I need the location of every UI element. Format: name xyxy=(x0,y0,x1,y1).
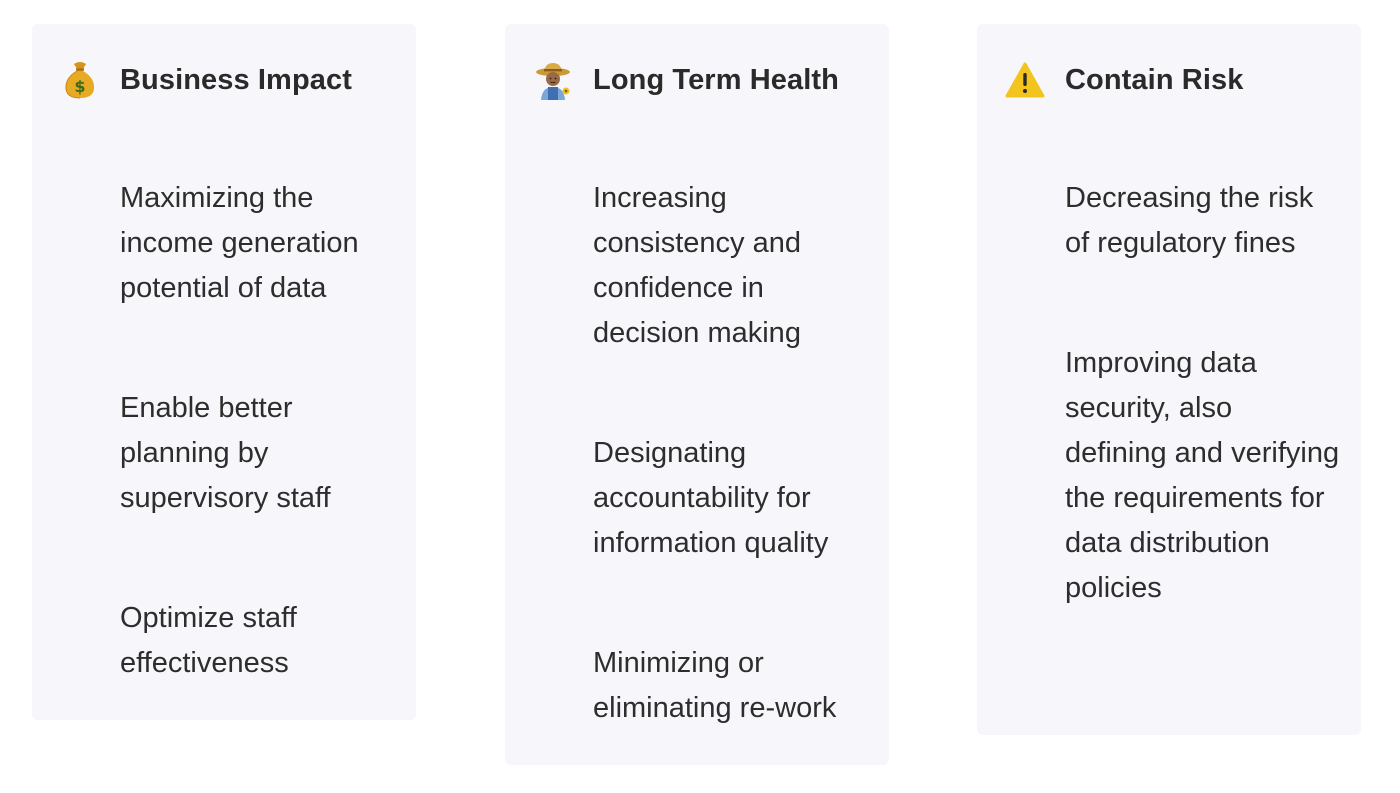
card-item-list: Maximizing the income generation potenti… xyxy=(120,176,396,686)
card-header: $ Business Impact xyxy=(60,58,352,102)
list-item: Maximizing the income generation potenti… xyxy=(120,182,359,304)
card-header: Contain Risk xyxy=(1005,58,1243,102)
card-header: Long Term Health xyxy=(533,58,839,102)
card-long-term-health: Long Term Health Increasing consistency … xyxy=(505,24,889,765)
card-title: Business Impact xyxy=(120,63,352,96)
card-title: Contain Risk xyxy=(1065,63,1244,96)
money-bag-icon: $ xyxy=(60,60,100,100)
card-contain-risk: Contain Risk Decreasing the risk of regu… xyxy=(977,24,1361,735)
card-item-list: Increasing consistency and confidence in… xyxy=(593,176,869,731)
list-item: Designating accountability for informati… xyxy=(593,437,829,559)
warning-icon xyxy=(1005,60,1045,100)
list-item: Minimizing or eliminating re-work xyxy=(593,647,837,724)
farmer-icon xyxy=(533,60,573,100)
card-item-list: Decreasing the risk of regulatory fines … xyxy=(1065,176,1341,611)
card-business-impact: $ Business Impact Maximizing the income … xyxy=(32,24,416,720)
svg-text:$: $ xyxy=(74,77,85,96)
list-item: Enable better planning by supervisory st… xyxy=(120,392,331,514)
list-item: Decreasing the risk of regulatory fines xyxy=(1065,182,1314,259)
list-item: Increasing consistency and confidence in… xyxy=(593,182,801,349)
card-title: Long Term Health xyxy=(593,63,839,96)
list-item: Optimize staff effectiveness xyxy=(120,602,297,679)
list-item: Improving data security, also defining a… xyxy=(1065,347,1340,604)
